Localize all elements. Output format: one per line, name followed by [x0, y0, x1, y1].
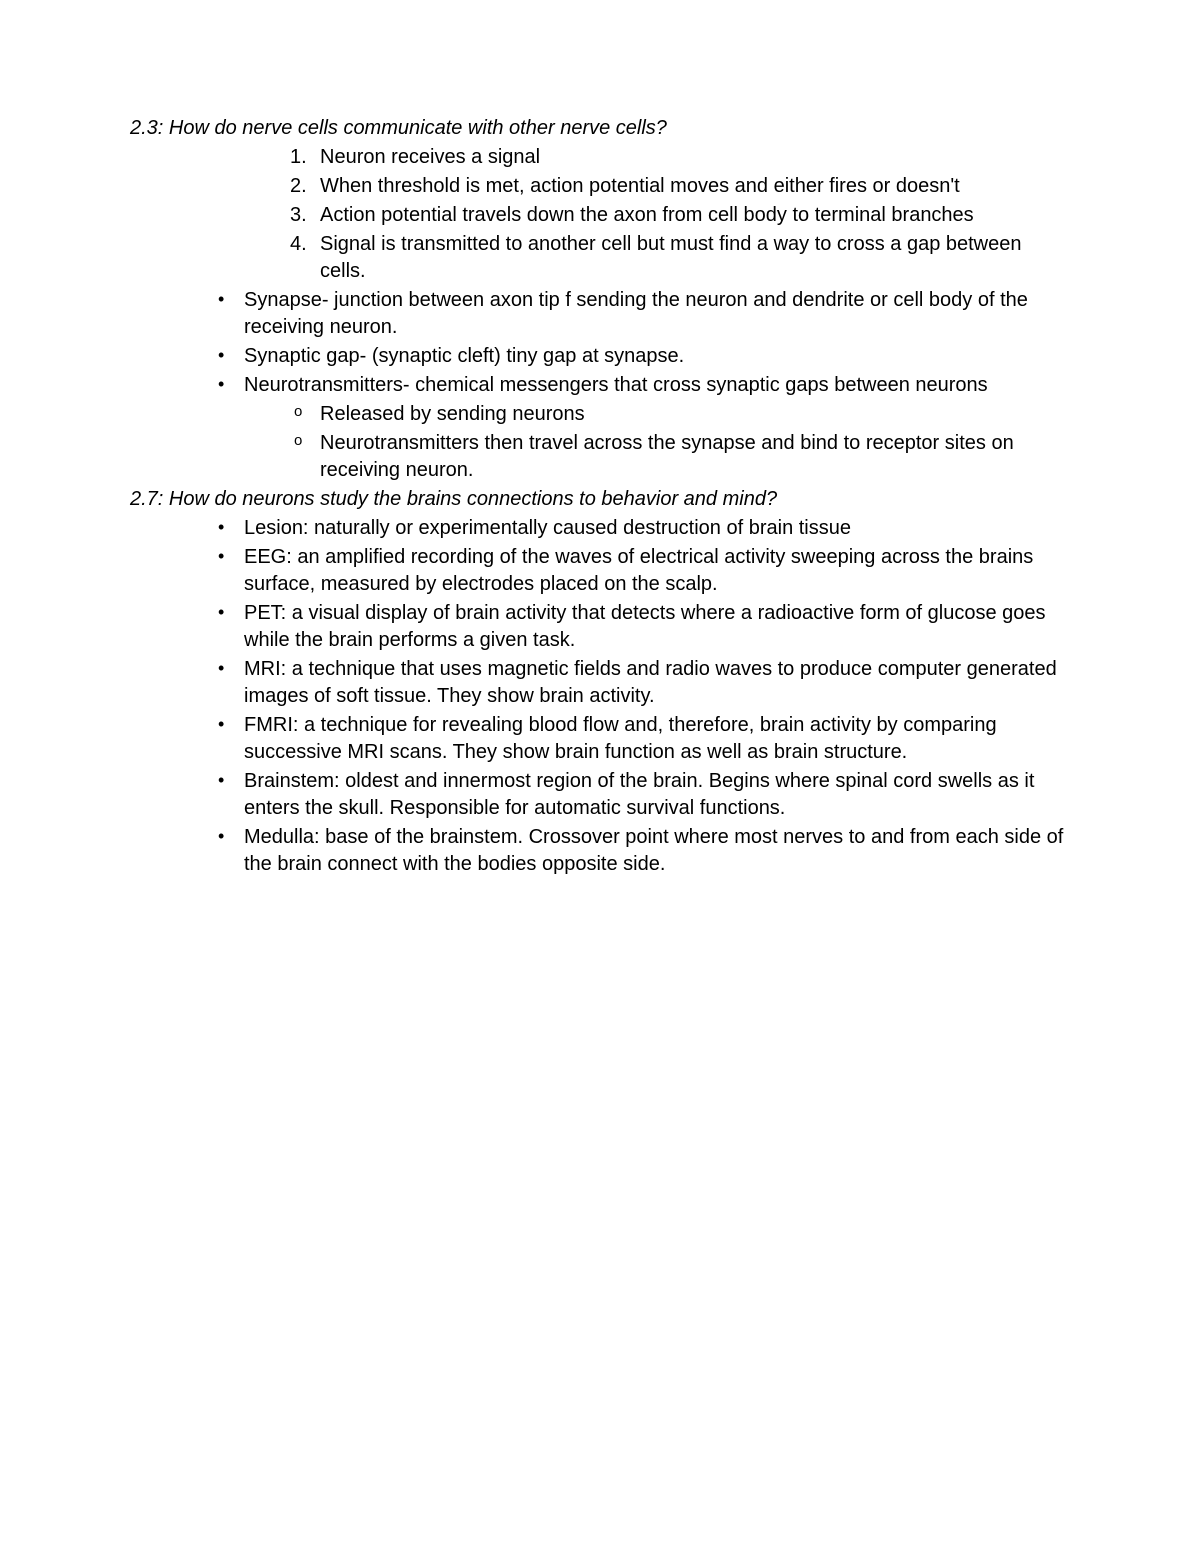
- numbered-item-text: Action potential travels down the axon f…: [320, 204, 974, 226]
- numbered-item-text: When threshold is met, action potential …: [320, 175, 960, 197]
- bullet-item-text: MRI: a technique that uses magnetic fiel…: [244, 658, 1057, 707]
- bullet-item-text: FMRI: a technique for revealing blood fl…: [244, 714, 997, 763]
- bullet-list-2-3: Synapse- junction between axon tip f sen…: [130, 287, 1070, 484]
- bullet-item: Neurotransmitters- chemical messengers t…: [214, 372, 1070, 484]
- bullet-item-text: PET: a visual display of brain activity …: [244, 602, 1046, 651]
- section-2-7: 2.7: How do neurons study the brains con…: [130, 486, 1070, 878]
- numbered-item-text: Signal is transmitted to another cell bu…: [320, 233, 1021, 282]
- bullet-item: FMRI: a technique for revealing blood fl…: [214, 712, 1070, 766]
- bullet-item: Synaptic gap- (synaptic cleft) tiny gap …: [214, 343, 1070, 370]
- bullet-item: PET: a visual display of brain activity …: [214, 600, 1070, 654]
- bullet-list-2-7: Lesion: naturally or experimentally caus…: [130, 515, 1070, 878]
- numbered-item: 3.Action potential travels down the axon…: [290, 202, 1070, 229]
- bullet-item: Synapse- junction between axon tip f sen…: [214, 287, 1070, 341]
- sub-bullet-item-text: Released by sending neurons: [320, 403, 585, 425]
- section-2-3: 2.3: How do nerve cells communicate with…: [130, 115, 1070, 484]
- sub-bullet-item: Released by sending neurons: [290, 401, 1070, 428]
- sub-bullet-item-text: Neurotransmitters then travel across the…: [320, 432, 1014, 481]
- numbered-list-2-3: 1.Neuron receives a signal 2.When thresh…: [130, 144, 1070, 285]
- bullet-item-text: Brainstem: oldest and innermost region o…: [244, 770, 1034, 819]
- bullet-item-text: Lesion: naturally or experimentally caus…: [244, 517, 851, 539]
- numbered-item: 1.Neuron receives a signal: [290, 144, 1070, 171]
- numbered-item: 4.Signal is transmitted to another cell …: [290, 231, 1070, 285]
- bullet-item-text: Synapse- junction between axon tip f sen…: [244, 289, 1028, 338]
- bullet-item: EEG: an amplified recording of the waves…: [214, 544, 1070, 598]
- bullet-item: Lesion: naturally or experimentally caus…: [214, 515, 1070, 542]
- section-heading-2-7: 2.7: How do neurons study the brains con…: [130, 486, 1070, 513]
- sub-bullet-list: Released by sending neurons Neurotransmi…: [244, 401, 1070, 484]
- bullet-item-text: Neurotransmitters- chemical messengers t…: [244, 374, 988, 396]
- numbered-item: 2.When threshold is met, action potentia…: [290, 173, 1070, 200]
- bullet-item: Medulla: base of the brainstem. Crossove…: [214, 824, 1070, 878]
- numbered-item-text: Neuron receives a signal: [320, 146, 540, 168]
- bullet-item-text: Synaptic gap- (synaptic cleft) tiny gap …: [244, 345, 684, 367]
- sub-bullet-item: Neurotransmitters then travel across the…: [290, 430, 1070, 484]
- bullet-item: Brainstem: oldest and innermost region o…: [214, 768, 1070, 822]
- bullet-item-text: EEG: an amplified recording of the waves…: [244, 546, 1033, 595]
- bullet-item: MRI: a technique that uses magnetic fiel…: [214, 656, 1070, 710]
- bullet-item-text: Medulla: base of the brainstem. Crossove…: [244, 826, 1063, 875]
- section-heading-2-3: 2.3: How do nerve cells communicate with…: [130, 115, 1070, 142]
